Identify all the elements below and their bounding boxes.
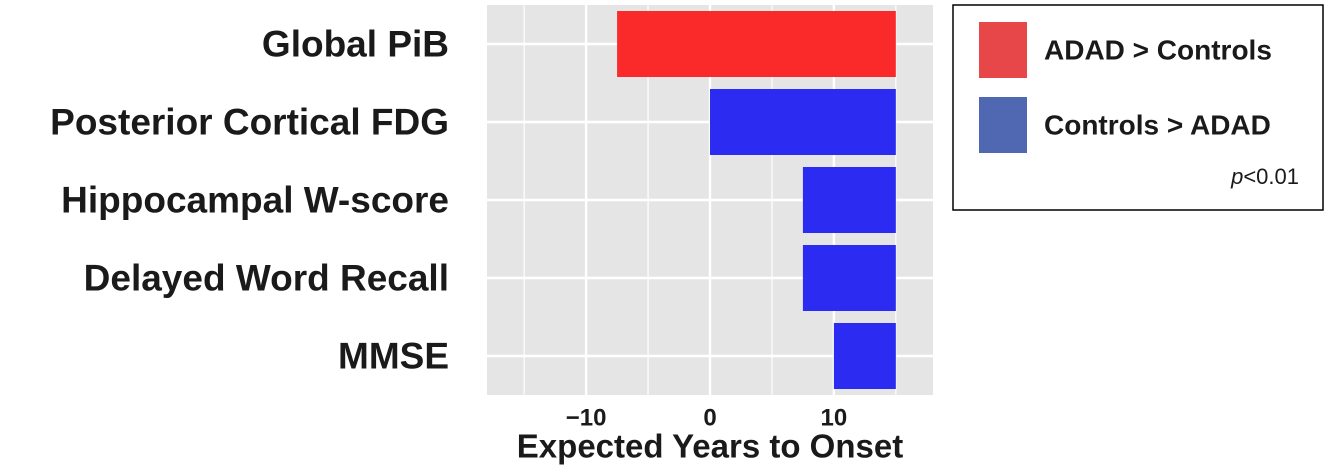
significance-p: p [1230, 164, 1243, 189]
y-tick-labels: Global PiB Posterior Cortical FDG Hippocam… [50, 24, 449, 377]
y-tick-label: Posterior Cortical FDG [50, 102, 449, 143]
legend-key [979, 97, 1027, 153]
legend-key [979, 22, 1027, 78]
legend-label: ADAD > Controls [1044, 35, 1272, 66]
y-tick-label: Global PiB [262, 24, 449, 65]
y-tick-label: Delayed Word Recall [84, 258, 449, 299]
x-axis-title: Expected Years to Onset [517, 428, 903, 465]
y-tick-label: Hippocampal W-score [61, 180, 449, 221]
significance-threshold: <0.01 [1243, 164, 1299, 189]
legend-label: Controls > ADAD [1044, 110, 1271, 141]
significance-note: p<0.01 [1230, 164, 1299, 189]
legend: ADAD > Controls Controls > ADAD p<0.01 [953, 5, 1323, 210]
bar [710, 89, 896, 155]
bar [617, 11, 896, 77]
bar [803, 245, 896, 311]
y-tick-label: MMSE [338, 336, 449, 377]
bar [803, 167, 896, 233]
bar [834, 323, 896, 389]
